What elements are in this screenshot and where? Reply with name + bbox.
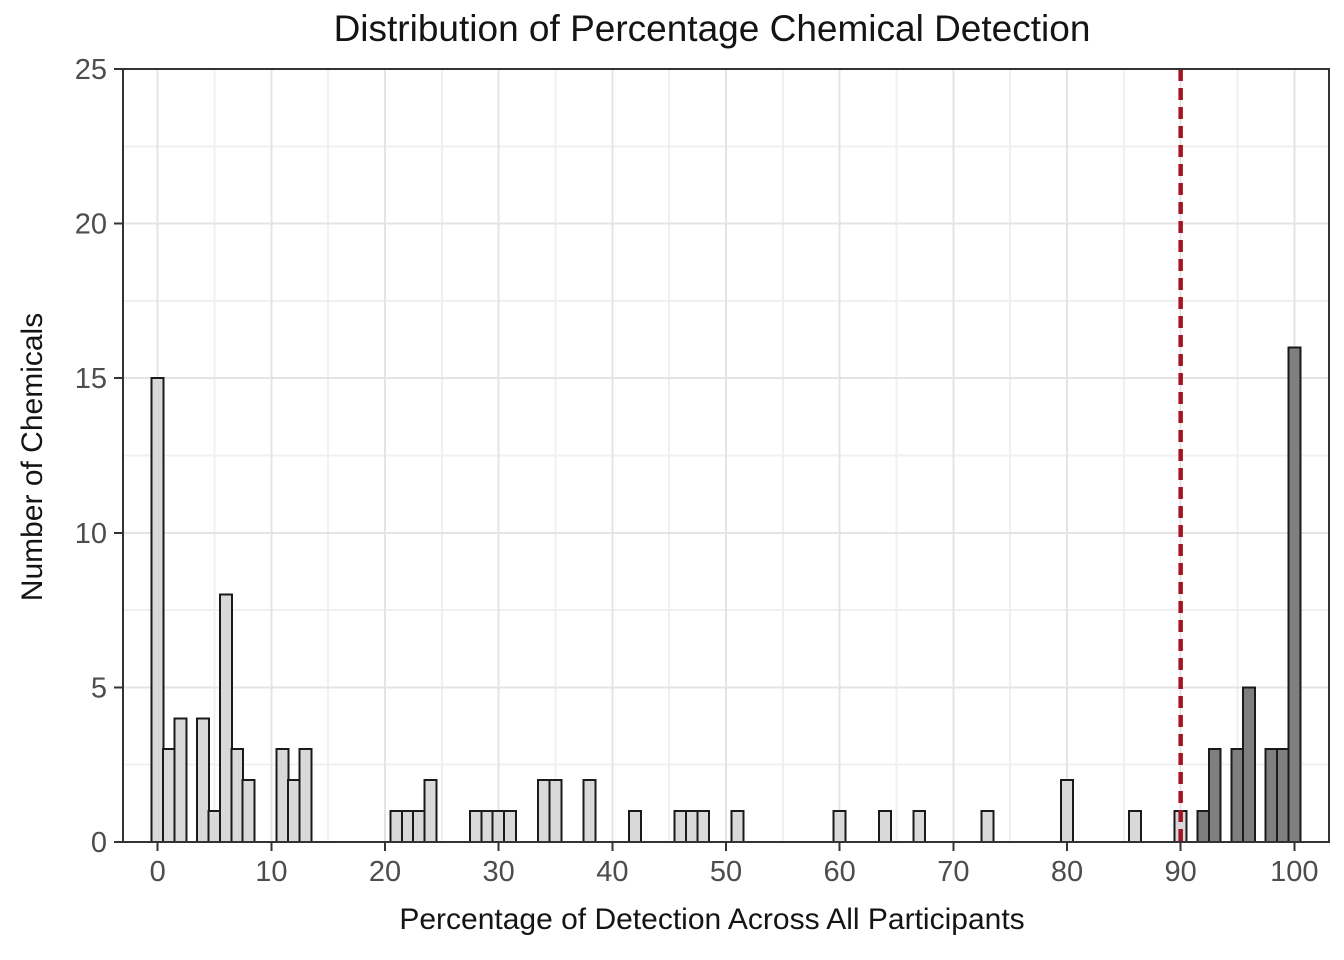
histogram-bar [287, 779, 302, 843]
x-tick-label: 20 [369, 856, 401, 888]
histogram-bar [298, 748, 313, 843]
x-tick-label: 90 [1165, 856, 1197, 888]
histogram-bar [150, 377, 165, 843]
x-axis-title: Percentage of Detection Across All Parti… [399, 903, 1025, 936]
y-tick-label: 20 [75, 209, 107, 241]
histogram-bar [491, 810, 506, 844]
histogram-bar [1060, 779, 1074, 843]
histogram-bar [673, 810, 688, 844]
histogram-bar [275, 748, 290, 843]
histogram-bar [412, 810, 427, 844]
y-tick-label: 10 [75, 518, 107, 550]
histogram-bar [1196, 810, 1211, 844]
histogram-bar [548, 779, 563, 843]
histogram-bar [1230, 748, 1245, 843]
histogram-bar [241, 779, 256, 843]
y-tick-label: 0 [91, 827, 107, 859]
histogram-bar [1264, 748, 1279, 843]
histogram-bar [1287, 346, 1302, 843]
chart-title: Distribution of Percentage Chemical Dete… [333, 8, 1091, 49]
histogram-bar [980, 810, 995, 844]
x-tick-label: 60 [824, 856, 856, 888]
y-tick-label: 15 [75, 363, 107, 395]
histogram-bar [230, 748, 245, 843]
histogram-bar [1241, 686, 1256, 844]
histogram-bar [878, 810, 893, 844]
histogram-bar [503, 810, 518, 844]
x-tick-label: 80 [1051, 856, 1083, 888]
x-tick-label: 100 [1270, 856, 1318, 888]
histogram-bar [1275, 748, 1290, 843]
x-tick-label: 70 [937, 856, 969, 888]
histogram-bar [162, 748, 177, 843]
histogram-bar [730, 810, 745, 844]
x-tick-label: 50 [710, 856, 742, 888]
histogram-bar [218, 593, 233, 844]
y-tick-label: 5 [91, 672, 107, 704]
x-tick-label: 0 [150, 856, 166, 888]
x-tick-label: 10 [255, 856, 287, 888]
histogram-bar [684, 810, 699, 844]
histogram-bar [389, 810, 404, 844]
histogram-bar [696, 810, 711, 844]
histogram-bar [832, 810, 847, 844]
histogram-bar [912, 810, 927, 844]
x-tick-label: 30 [483, 856, 515, 888]
histogram-bar [537, 779, 552, 843]
histogram-bar [480, 810, 495, 844]
histogram-bar [468, 810, 483, 844]
y-tick-label: 25 [75, 54, 107, 86]
histogram-bar [207, 810, 222, 844]
histogram-bar [400, 810, 415, 844]
histogram-bar [196, 717, 211, 844]
x-tick-label: 40 [596, 856, 628, 888]
histogram-bar [423, 779, 438, 843]
histogram-bar [628, 810, 643, 844]
histogram-bar [1207, 748, 1222, 843]
histogram-bar [173, 717, 188, 844]
histogram-bar [582, 779, 597, 843]
histogram-bar [1128, 810, 1143, 844]
